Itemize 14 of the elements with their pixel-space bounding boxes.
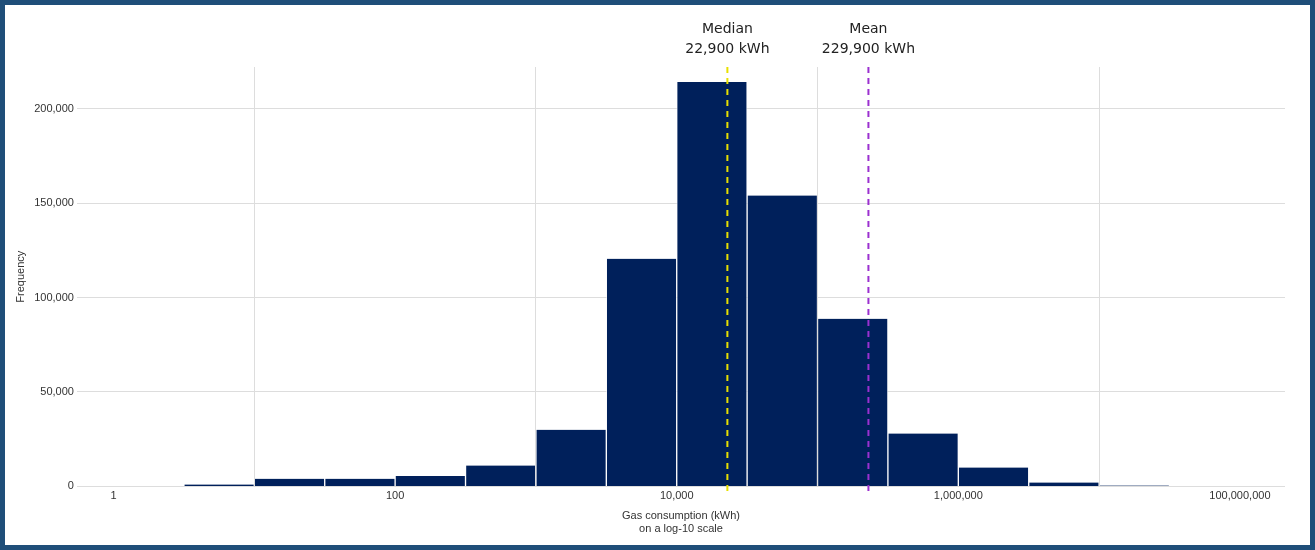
- y-axis-title: Frequency: [13, 250, 26, 303]
- ref-line-label: Median 22,900 kWh: [685, 20, 770, 56]
- x-tick-label: 100: [385, 489, 405, 502]
- y-tick-label: 100,000: [34, 290, 74, 303]
- y-tick-label: 0: [67, 479, 74, 492]
- ref-line-label: Mean 229,900 kWh: [821, 20, 916, 56]
- x-tick-label: 100,000,000: [1209, 489, 1271, 502]
- x-tick-label: 1,000,000: [933, 489, 983, 502]
- x-tick-label: 1: [110, 489, 117, 502]
- x-axis-title: Gas consumption (kWh) on a log-10 scale: [621, 509, 740, 535]
- x-tick-label: 10,000: [659, 489, 694, 502]
- y-tick-label: 150,000: [34, 196, 74, 209]
- y-tick-label: 200,000: [34, 101, 74, 114]
- y-tick-label: 50,000: [40, 384, 74, 397]
